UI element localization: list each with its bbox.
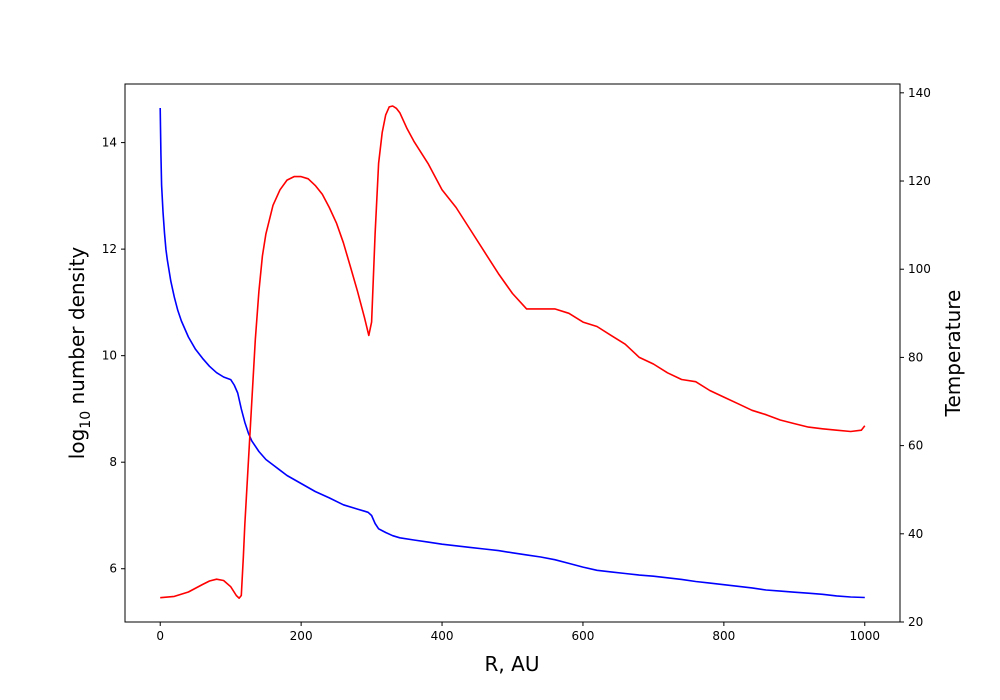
x-tick-label: 400: [431, 629, 454, 643]
x-axis-title: R, AU: [485, 652, 540, 676]
series-line-left-axis: [159, 107, 865, 599]
right-y-tick-label: 60: [908, 439, 923, 453]
right-y-tick-label: 40: [908, 527, 923, 541]
left-y-tick-label: 6: [109, 562, 117, 576]
x-tick-label: 0: [156, 629, 164, 643]
left-y-axis-title-rest: number density: [65, 247, 89, 411]
left-y-tick-label: 14: [102, 136, 117, 150]
x-tick-label: 200: [290, 629, 313, 643]
left-y-tick-label: 10: [102, 349, 117, 363]
x-tick-label: 800: [712, 629, 735, 643]
right-y-axis-title: Temperature: [941, 290, 965, 418]
series-line-right-axis: [160, 105, 866, 600]
left-y-axis-title: log10 number density: [65, 247, 94, 460]
right-y-tick-label: 120: [908, 174, 931, 188]
left-y-axis-title-log: log: [65, 429, 89, 460]
left-y-axis-ticks: 6 8 10 12 14: [102, 136, 125, 576]
right-y-tick-label: 140: [908, 86, 931, 100]
plot-background: [125, 84, 900, 622]
left-y-axis-title-subscript: 10: [78, 411, 94, 429]
right-y-tick-label: 100: [908, 262, 931, 276]
x-tick-label: 600: [572, 629, 595, 643]
right-y-tick-label: 80: [908, 350, 923, 364]
left-y-tick-label: 12: [102, 242, 117, 256]
right-y-axis-ticks: 20 40 60 80 100 120 140: [900, 86, 931, 629]
x-tick-label: 1000: [849, 629, 880, 643]
left-y-tick-label: 8: [109, 455, 117, 469]
plot-frame: [124, 83, 901, 623]
x-axis-ticks: 0 200 400 600 800 1000: [156, 622, 880, 643]
right-y-tick-label: 20: [908, 615, 923, 629]
series-layer: [159, 105, 866, 600]
